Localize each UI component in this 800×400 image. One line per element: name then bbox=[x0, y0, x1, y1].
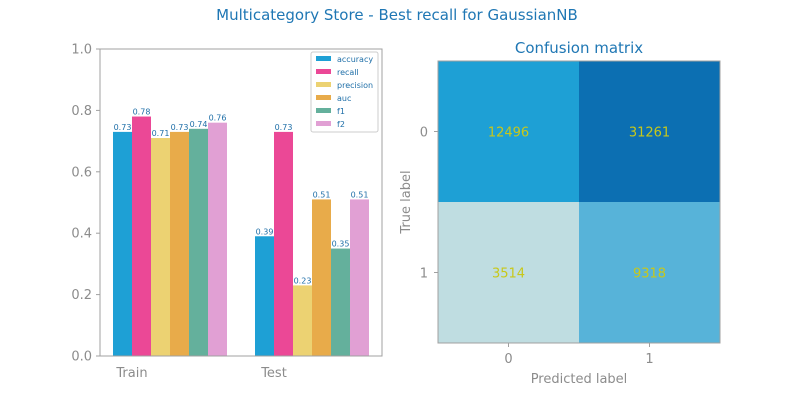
legend-swatch-precision bbox=[316, 82, 331, 87]
cm-axes-frame bbox=[437, 60, 721, 344]
bar-y-tick-label: 0.4 bbox=[71, 227, 92, 242]
cm-y-tick-label: 1 bbox=[420, 267, 428, 282]
confusion-matrix-xlabel: Predicted label bbox=[531, 372, 628, 387]
bar-value-label: 0.73 bbox=[114, 123, 132, 132]
legend-label-f1: f1 bbox=[337, 107, 345, 116]
bar-value-label: 0.73 bbox=[275, 123, 293, 132]
bar-series: 0.730.390.780.730.710.230.730.510.740.35… bbox=[113, 108, 369, 357]
bar-y-tick-label: 1.0 bbox=[71, 43, 92, 58]
bar-x-tick-label: Train bbox=[115, 366, 147, 381]
bar-recall-test bbox=[274, 131, 293, 356]
bar-x-axis: Train Test bbox=[115, 366, 286, 381]
bar-axes-frame bbox=[99, 48, 383, 357]
figure-title: Multicategory Store - Best recall for Ga… bbox=[216, 6, 578, 24]
cm-cell-value: 31261 bbox=[629, 126, 670, 141]
bar-precision-train bbox=[151, 138, 170, 356]
legend-label-auc: auc bbox=[337, 94, 351, 103]
metrics-bar-chart: 0.0 0.2 0.4 0.6 0.8 1.0 Train Test 0.73 0.39 0.7… bbox=[71, 43, 383, 381]
bar-value-label: 0.35 bbox=[332, 240, 350, 249]
legend-label-accuracy: accuracy bbox=[337, 55, 373, 64]
cm-cell-0-0 bbox=[438, 61, 579, 202]
cm-cell-value: 3514 bbox=[492, 267, 525, 282]
bar-value-label: 0.39 bbox=[256, 227, 274, 236]
confusion-matrix-title: Confusion matrix bbox=[515, 39, 643, 57]
bar-auc-test bbox=[312, 199, 331, 356]
legend-swatch-recall bbox=[316, 69, 331, 74]
cm-cell-1-0 bbox=[438, 202, 579, 343]
bar-y-axis: 0.0 0.2 0.4 0.6 0.8 1.0 bbox=[71, 43, 100, 365]
bar-y-tick-label: 0.6 bbox=[71, 165, 92, 180]
bar-value-label: 0.74 bbox=[190, 120, 208, 129]
bar-value-label: 0.23 bbox=[294, 276, 312, 285]
confusion-matrix-ticks: 0 1 0 1 bbox=[420, 126, 654, 368]
cm-cell-0-1 bbox=[579, 61, 720, 202]
bar-f2-train bbox=[208, 122, 227, 357]
legend-label-recall: recall bbox=[337, 68, 359, 77]
bar-value-label: 0.78 bbox=[133, 108, 151, 117]
bar-f2-test bbox=[350, 199, 369, 356]
cm-cell-value: 12496 bbox=[488, 126, 529, 141]
bar-y-tick-label: 0.2 bbox=[71, 288, 92, 303]
bar-value-label: 0.51 bbox=[313, 190, 331, 199]
legend-swatch-f2 bbox=[316, 121, 331, 126]
bar-accuracy-train bbox=[113, 131, 132, 356]
bar-auc-train bbox=[170, 131, 189, 356]
cm-cell-value: 9318 bbox=[633, 267, 666, 282]
bar-accuracy-test bbox=[255, 236, 274, 356]
bar-value-label: 0.71 bbox=[152, 129, 170, 138]
legend-label-f2: f2 bbox=[337, 120, 345, 129]
legend-swatch-auc bbox=[316, 95, 331, 100]
bar-y-tick-label: 0.8 bbox=[71, 104, 92, 119]
legend-swatch-accuracy bbox=[316, 56, 331, 61]
bar-recall-train bbox=[132, 116, 151, 356]
bar-precision-test bbox=[293, 285, 312, 356]
bar-value-label: 0.76 bbox=[209, 114, 227, 123]
cm-x-tick-label: 0 bbox=[504, 352, 512, 367]
confusion-matrix-cells: 12496 31261 3514 9318 bbox=[437, 60, 721, 344]
cm-y-tick-label: 0 bbox=[420, 126, 428, 141]
bar-y-tick-label: 0.0 bbox=[71, 350, 92, 365]
cm-x-tick-label: 1 bbox=[645, 352, 653, 367]
bar-f1-train bbox=[189, 128, 208, 356]
bar-legend: accuracy recall precision auc f1 f2 bbox=[310, 51, 379, 133]
bar-value-label: 0.73 bbox=[171, 123, 189, 132]
bar-value-label: 0.51 bbox=[351, 190, 369, 199]
legend-label-precision: precision bbox=[337, 81, 373, 90]
confusion-matrix-ylabel: True label bbox=[399, 170, 414, 234]
bar-x-tick-label: Test bbox=[260, 366, 287, 381]
legend-swatch-f1 bbox=[316, 108, 331, 113]
cm-cell-1-1 bbox=[579, 202, 720, 343]
bar-f1-test bbox=[331, 248, 350, 356]
